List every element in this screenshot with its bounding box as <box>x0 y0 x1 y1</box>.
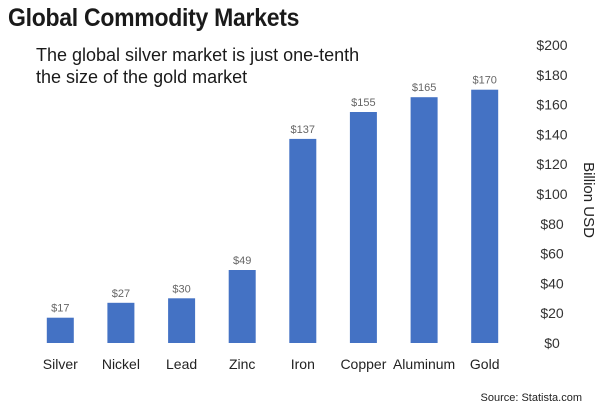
y-tick-label: $60 <box>540 246 564 262</box>
y-tick-label: $20 <box>540 305 564 321</box>
y-tick-label: $0 <box>544 335 560 351</box>
data-label-copper: $155 <box>351 97 375 109</box>
data-label-aluminum: $165 <box>412 82 436 94</box>
bar-nickel <box>107 302 135 343</box>
category-label-lead: Lead <box>166 356 197 372</box>
data-label-lead: $30 <box>172 283 190 295</box>
y-tick-label: $180 <box>536 67 567 83</box>
bar-lead <box>168 298 196 343</box>
y-tick-label: $100 <box>536 186 567 202</box>
data-label-zinc: $49 <box>233 255 251 267</box>
y-tick-label: $160 <box>536 97 567 113</box>
category-labels-group: Silver Nickel Lead Zinc Iron Copper Aluminum Go… <box>43 356 500 372</box>
chart-title: Global Commodity Markets <box>8 4 300 32</box>
data-label-silver: $17 <box>51 303 69 315</box>
category-label-iron: Iron <box>291 356 315 372</box>
bar-aluminum <box>410 97 438 343</box>
bar-silver <box>46 317 74 343</box>
chart-subtitle: The global silver market is just one-ten… <box>36 45 360 87</box>
category-label-zinc: Zinc <box>229 356 255 372</box>
bar-gold <box>471 89 499 343</box>
y-axis-ticks-group: $0 $20 $40 $60 $80 $100 $120 $140 $160 $180 $200 <box>536 37 567 351</box>
bars-group <box>46 89 499 343</box>
category-label-silver: Silver <box>43 356 78 372</box>
source-note: Source: Statista.com <box>480 392 583 404</box>
category-label-aluminum: Aluminum <box>393 356 455 372</box>
y-axis-label: Billion USD <box>580 162 597 238</box>
data-label-iron: $137 <box>291 124 315 136</box>
y-tick-label: $40 <box>540 275 564 291</box>
data-labels-group: $17 $27 $30 $49 $137 $155 $165 $170 <box>51 75 497 315</box>
category-label-nickel: Nickel <box>102 356 140 372</box>
y-tick-label: $80 <box>540 216 564 232</box>
data-label-nickel: $27 <box>112 288 130 300</box>
category-label-copper: Copper <box>340 356 386 372</box>
bar-zinc <box>228 270 256 343</box>
bar-copper <box>349 112 377 343</box>
y-tick-label: $120 <box>536 156 567 172</box>
category-label-gold: Gold <box>470 356 500 372</box>
data-label-gold: $170 <box>472 75 496 87</box>
y-tick-label: $140 <box>536 126 567 142</box>
y-tick-label: $200 <box>536 37 567 53</box>
bar-iron <box>289 138 317 343</box>
